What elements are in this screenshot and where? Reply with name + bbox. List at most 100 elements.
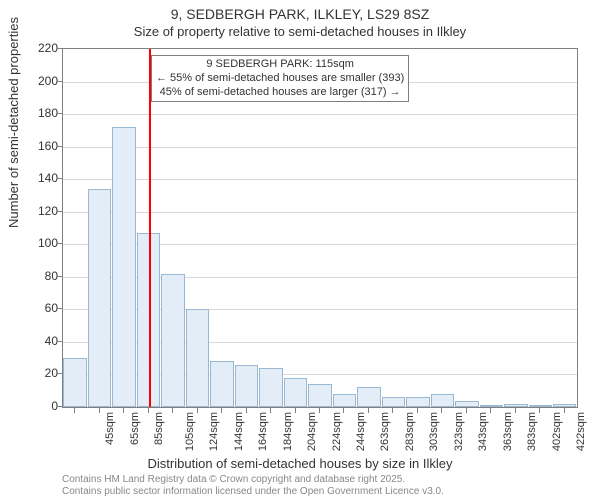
- x-tick-label: 422sqm: [575, 412, 587, 451]
- y-tick-label: 80: [22, 269, 58, 283]
- x-tick-label: 383sqm: [526, 412, 538, 451]
- reference-marker-line: [149, 49, 151, 407]
- y-tick-label: 120: [22, 204, 58, 218]
- y-tick-mark: [57, 406, 62, 407]
- footer-line-1: Contains HM Land Registry data © Crown c…: [62, 474, 444, 486]
- x-tick-label: 105sqm: [184, 412, 196, 451]
- x-tick-label: 184sqm: [282, 412, 294, 451]
- annotation-line-2: ← 55% of semi-detached houses are smalle…: [156, 72, 404, 86]
- histogram-bar: [504, 404, 527, 407]
- x-axis-label: Distribution of semi-detached houses by …: [0, 456, 600, 471]
- x-tick-mark: [148, 408, 149, 413]
- histogram-bar: [406, 397, 429, 407]
- x-tick-label: 323sqm: [453, 412, 465, 451]
- x-tick-label: 363sqm: [502, 412, 514, 451]
- x-tick-label: 144sqm: [233, 412, 245, 451]
- x-tick-label: 244sqm: [355, 412, 367, 451]
- histogram-bar: [284, 378, 307, 407]
- y-tick-label: 180: [22, 106, 58, 120]
- histogram-bar: [235, 365, 258, 407]
- footer-attribution: Contains HM Land Registry data © Crown c…: [62, 474, 444, 497]
- y-tick-mark: [57, 276, 62, 277]
- x-tick-mark: [368, 408, 369, 413]
- y-tick-label: 20: [22, 366, 58, 380]
- x-tick-mark: [539, 408, 540, 413]
- x-tick-label: 124sqm: [208, 412, 220, 451]
- histogram-bar: [308, 384, 331, 407]
- x-tick-mark: [515, 408, 516, 413]
- histogram-bar: [112, 127, 135, 407]
- x-tick-mark: [246, 408, 247, 413]
- x-tick-mark: [99, 408, 100, 413]
- x-tick-label: 224sqm: [331, 412, 343, 451]
- histogram-bar: [161, 274, 184, 407]
- histogram-bar: [553, 404, 576, 407]
- x-tick-label: 164sqm: [257, 412, 269, 451]
- y-tick-mark: [57, 341, 62, 342]
- figure-root: 9, SEDBERGH PARK, ILKLEY, LS29 8SZ Size …: [0, 0, 600, 500]
- x-tick-label: 204sqm: [306, 412, 318, 451]
- histogram-bar: [382, 397, 405, 407]
- y-tick-mark: [57, 81, 62, 82]
- y-tick-label: 200: [22, 74, 58, 88]
- histogram-bar: [186, 309, 209, 407]
- x-tick-mark: [123, 408, 124, 413]
- y-tick-mark: [57, 146, 62, 147]
- title-block: 9, SEDBERGH PARK, ILKLEY, LS29 8SZ Size …: [0, 0, 600, 39]
- x-tick-mark: [172, 408, 173, 413]
- annotation-box: 9 SEDBERGH PARK: 115sqm ← 55% of semi-de…: [151, 55, 409, 102]
- x-tick-label: 402sqm: [551, 412, 563, 451]
- x-tick-label: 65sqm: [129, 412, 141, 445]
- x-tick-label: 303sqm: [429, 412, 441, 451]
- x-tick-label: 283sqm: [404, 412, 416, 451]
- x-tick-label: 263sqm: [380, 412, 392, 451]
- y-tick-label: 160: [22, 139, 58, 153]
- y-tick-mark: [57, 48, 62, 49]
- histogram-bar: [431, 394, 454, 407]
- x-tick-mark: [417, 408, 418, 413]
- histogram-bar: [455, 401, 478, 408]
- footer-line-2: Contains public sector information licen…: [62, 486, 444, 498]
- y-tick-mark: [57, 178, 62, 179]
- x-tick-mark: [319, 408, 320, 413]
- y-tick-mark: [57, 243, 62, 244]
- x-tick-label: 85sqm: [153, 412, 165, 445]
- y-tick-label: 100: [22, 236, 58, 250]
- y-tick-label: 220: [22, 41, 58, 55]
- x-tick-mark: [270, 408, 271, 413]
- x-tick-mark: [74, 408, 75, 413]
- x-tick-mark: [441, 408, 442, 413]
- title-line-1: 9, SEDBERGH PARK, ILKLEY, LS29 8SZ: [0, 6, 600, 22]
- x-tick-mark: [466, 408, 467, 413]
- histogram-bar: [333, 394, 356, 407]
- y-tick-label: 60: [22, 301, 58, 315]
- x-tick-mark: [295, 408, 296, 413]
- x-tick-mark: [343, 408, 344, 413]
- histogram-bar: [210, 361, 233, 407]
- y-tick-mark: [57, 113, 62, 114]
- x-tick-mark: [490, 408, 491, 413]
- histogram-bar: [259, 368, 282, 407]
- y-tick-mark: [57, 373, 62, 374]
- x-tick-mark: [221, 408, 222, 413]
- y-tick-label: 140: [22, 171, 58, 185]
- histogram-bar: [63, 358, 86, 407]
- histogram-bar: [480, 405, 503, 407]
- y-axis-label: Number of semi-detached properties: [6, 17, 21, 228]
- annotation-line-3: 45% of semi-detached houses are larger (…: [156, 86, 404, 100]
- y-tick-label: 0: [22, 399, 58, 413]
- histogram-bar: [88, 189, 111, 407]
- histogram-bar: [529, 405, 552, 407]
- y-tick-label: 40: [22, 334, 58, 348]
- x-tick-label: 45sqm: [104, 412, 116, 445]
- y-tick-mark: [57, 211, 62, 212]
- histogram-bars: [63, 49, 577, 407]
- x-tick-mark: [197, 408, 198, 413]
- chart-plot-area: 9 SEDBERGH PARK: 115sqm ← 55% of semi-de…: [62, 48, 578, 408]
- histogram-bar: [357, 387, 380, 407]
- y-tick-mark: [57, 308, 62, 309]
- x-tick-mark: [392, 408, 393, 413]
- annotation-line-1: 9 SEDBERGH PARK: 115sqm: [156, 58, 404, 72]
- x-tick-label: 343sqm: [478, 412, 490, 451]
- title-line-2: Size of property relative to semi-detach…: [0, 24, 600, 39]
